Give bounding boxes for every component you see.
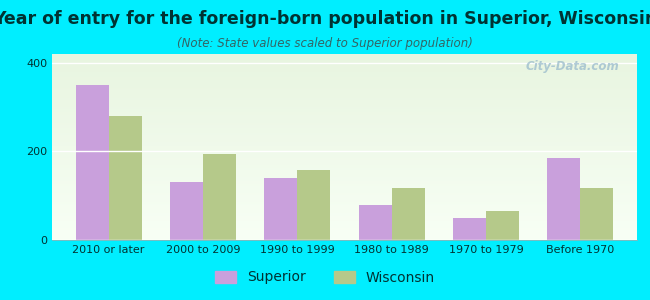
Bar xyxy=(170,182,203,240)
Bar xyxy=(547,158,580,240)
Bar xyxy=(580,188,614,240)
Bar xyxy=(486,211,519,240)
Bar xyxy=(203,154,236,240)
Text: City-Data.com: City-Data.com xyxy=(526,60,619,73)
Bar xyxy=(453,218,486,240)
Bar xyxy=(359,206,392,240)
Bar xyxy=(392,188,424,240)
Bar xyxy=(109,116,142,240)
Legend: Superior, Wisconsin: Superior, Wisconsin xyxy=(210,265,440,290)
Bar xyxy=(265,178,297,240)
Text: Year of entry for the foreign-born population in Superior, Wisconsin: Year of entry for the foreign-born popul… xyxy=(0,11,650,28)
Bar xyxy=(75,85,109,240)
Bar xyxy=(297,170,330,240)
Text: (Note: State values scaled to Superior population): (Note: State values scaled to Superior p… xyxy=(177,38,473,50)
